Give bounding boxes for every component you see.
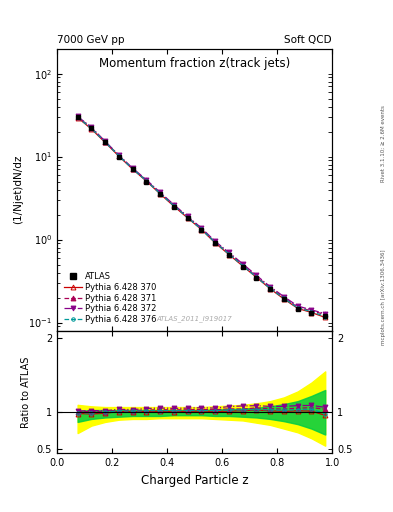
Text: Momentum fraction z(track jets): Momentum fraction z(track jets) <box>99 57 290 70</box>
Y-axis label: (1/Njet)dN/dz: (1/Njet)dN/dz <box>13 155 23 224</box>
Text: ATLAS_2011_I919017: ATLAS_2011_I919017 <box>157 315 232 322</box>
Legend: ATLAS, Pythia 6.428 370, Pythia 6.428 371, Pythia 6.428 372, Pythia 6.428 376: ATLAS, Pythia 6.428 370, Pythia 6.428 37… <box>61 270 159 326</box>
Y-axis label: Ratio to ATLAS: Ratio to ATLAS <box>21 356 31 428</box>
Text: Rivet 3.1.10; ≥ 2.6M events: Rivet 3.1.10; ≥ 2.6M events <box>381 105 386 182</box>
Text: 7000 GeV pp: 7000 GeV pp <box>57 35 125 45</box>
Text: mcplots.cern.ch [arXiv:1306.3436]: mcplots.cern.ch [arXiv:1306.3436] <box>381 249 386 345</box>
X-axis label: Charged Particle z: Charged Particle z <box>141 474 248 486</box>
Text: Soft QCD: Soft QCD <box>285 35 332 45</box>
